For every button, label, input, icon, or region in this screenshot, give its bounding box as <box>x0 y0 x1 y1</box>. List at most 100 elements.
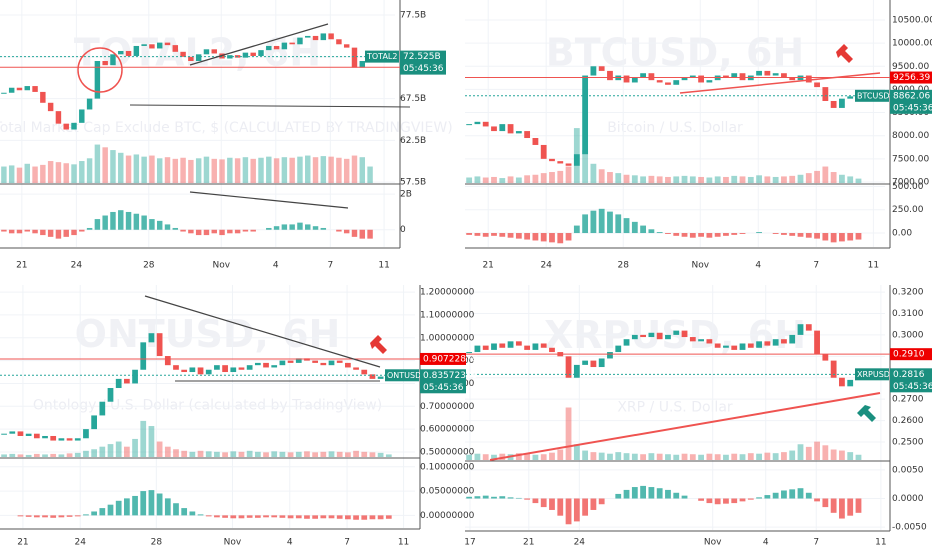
volume-bar <box>789 450 796 460</box>
candle <box>273 45 280 50</box>
volume-bar <box>814 170 820 183</box>
macd-bar <box>124 498 130 516</box>
volume-bar <box>474 453 481 460</box>
candle <box>102 61 108 66</box>
x-tick-label: 7 <box>813 538 819 548</box>
volume-bar <box>305 155 311 183</box>
y-tick-label: 10000.00 <box>892 39 932 49</box>
candle <box>549 347 555 353</box>
candle <box>133 45 140 56</box>
macd-bar <box>698 233 704 237</box>
x-tick-label: 28 <box>151 538 163 548</box>
volume-bar <box>110 150 116 183</box>
volume-bar <box>279 451 286 457</box>
macd-bar <box>847 233 854 241</box>
volume-bar <box>557 449 564 460</box>
candle <box>557 161 564 164</box>
macd-bar <box>246 515 253 518</box>
macd-bar <box>640 225 647 234</box>
y-tick-label: 1.20000000 <box>420 288 475 298</box>
candle <box>205 369 212 375</box>
volume-bar <box>698 176 704 183</box>
volume-bar <box>197 450 204 457</box>
candle <box>369 374 376 379</box>
volume-bar <box>181 450 188 457</box>
candle <box>772 73 779 76</box>
candle <box>698 339 704 342</box>
macd-bar <box>8 229 15 234</box>
macd-bar <box>764 495 771 499</box>
volume-bar <box>631 175 638 183</box>
volume-bar <box>640 176 647 183</box>
candle <box>689 337 696 342</box>
volume-bar <box>607 453 613 460</box>
macd-bar <box>227 229 233 234</box>
candle <box>16 87 23 91</box>
candle <box>1 433 7 435</box>
volume-bar <box>304 451 310 457</box>
macd-bar <box>814 498 820 502</box>
x-tick-label: Nov <box>691 261 709 271</box>
volume-bar <box>615 173 622 183</box>
volume-bar <box>320 451 327 457</box>
candle <box>582 75 589 155</box>
macd-bar <box>557 233 564 244</box>
candle <box>623 75 630 83</box>
candle <box>656 80 663 83</box>
macd-bar <box>86 227 93 230</box>
volume-bar <box>227 157 233 183</box>
volume-bar <box>266 156 272 183</box>
volume-bar <box>40 164 46 183</box>
volume-bar <box>336 157 342 183</box>
level-tag <box>420 352 466 365</box>
volume-bar <box>466 454 473 460</box>
candle <box>287 360 294 363</box>
candle <box>805 75 812 83</box>
candle <box>822 354 829 361</box>
macd-bar <box>353 515 359 520</box>
volume-bar <box>797 444 804 460</box>
candle <box>271 365 278 368</box>
volume-bar <box>125 155 132 183</box>
volume-bar <box>515 177 522 183</box>
volume-bar <box>254 451 261 457</box>
candle <box>132 369 138 384</box>
candle <box>24 86 30 91</box>
candle <box>238 367 245 370</box>
macd-bar <box>491 233 497 236</box>
macd-bar <box>482 495 489 499</box>
macd-tick-label: 0.0000 <box>892 494 924 504</box>
macd-bar <box>797 488 804 499</box>
macd-bar <box>847 498 854 516</box>
macd-bar <box>188 229 194 234</box>
volume-bar <box>557 170 564 183</box>
symbol-label: ONTUSD <box>387 371 421 380</box>
volume-bar <box>805 446 812 460</box>
volume-bar <box>328 451 335 457</box>
y-tick-label: 8000.00 <box>892 131 929 141</box>
macd-bar <box>781 490 787 499</box>
volume-bar <box>673 176 680 183</box>
volume-bar <box>140 420 147 457</box>
volume-bar <box>640 454 647 460</box>
candle <box>25 433 32 436</box>
macd-bar <box>58 515 65 518</box>
volume-bar <box>180 157 186 183</box>
candle <box>830 360 837 378</box>
macd-bar <box>47 229 54 237</box>
candle <box>361 369 368 375</box>
candle <box>706 80 713 83</box>
volume-bar <box>238 451 245 457</box>
description: Ontology / U.S. Dollar (calculated by Tr… <box>33 397 382 413</box>
candle <box>507 341 514 348</box>
macd-bar <box>295 515 302 519</box>
y-tick-label: 57.5B <box>400 178 426 188</box>
candle <box>839 377 845 387</box>
volume-bar <box>63 163 69 183</box>
description: XRP / U.S. Dollar <box>617 400 733 416</box>
volume-bar <box>623 453 630 460</box>
macd-bar <box>772 492 779 499</box>
volume-bar <box>24 163 30 183</box>
candle <box>180 51 186 57</box>
candle <box>814 330 820 355</box>
